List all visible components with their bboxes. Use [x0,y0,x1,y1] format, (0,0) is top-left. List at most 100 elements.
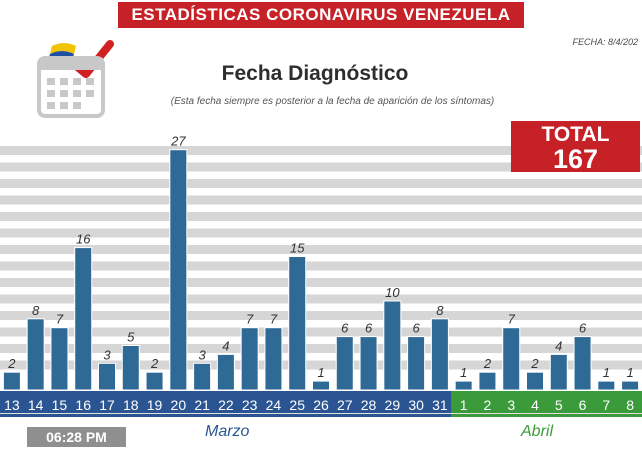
bar-20 [169,149,188,391]
tick-label-2: 2 [484,397,492,413]
tick-label-30: 30 [408,397,424,413]
grid-stripe [0,228,642,238]
data-label-30: 6 [412,321,420,336]
data-label-2: 2 [483,356,492,371]
axis-separator [0,413,642,414]
chart-title: Fecha Diagnóstico [221,62,409,85]
grid-stripe [0,360,642,370]
bar-30 [407,336,426,391]
grid-stripe [0,162,642,172]
data-label-16: 16 [76,232,91,247]
data-label-14: 8 [32,303,40,318]
month-label-april: Abril [521,423,554,440]
tick-label-24: 24 [266,397,282,413]
bar-7 [597,380,616,391]
bar-16 [74,247,93,391]
grid-stripe [0,311,642,320]
bar-29 [383,300,402,391]
grid-stripe [0,344,642,353]
data-label-6: 6 [579,321,587,336]
bar-27 [335,336,354,391]
bar-2 [478,371,497,391]
axis-band-abril [451,391,642,417]
bar-19 [145,371,164,391]
bar-23 [240,327,259,391]
tick-label-23: 23 [242,397,258,413]
month-label-march: Marzo [205,423,250,440]
grid-stripe [0,245,642,254]
bar-18 [121,345,140,391]
bar-22 [216,353,235,391]
axis-band-marzo [0,391,452,417]
date-label: FECHA: 8/4/202 [572,37,638,47]
data-label-15: 7 [56,312,64,327]
tick-label-15: 15 [52,397,68,413]
data-label-18: 5 [127,330,135,345]
data-label-13: 2 [7,356,16,371]
bar-14 [26,318,45,391]
chart-subtitle: (Esta fecha siempre es posterior a la fe… [170,96,495,107]
bar-15 [50,327,69,391]
grid-stripe [0,278,642,287]
tick-label-22: 22 [218,397,234,413]
total-label: TOTAL [541,123,610,146]
data-label-5: 4 [555,338,562,353]
tick-label-17: 17 [99,397,115,413]
data-label-22: 4 [222,338,229,353]
tick-label-18: 18 [123,397,139,413]
bar-28 [359,336,378,391]
data-label-3: 7 [508,312,516,327]
total-value: 167 [552,144,599,174]
tick-label-16: 16 [75,397,91,413]
data-label-7: 1 [603,365,610,380]
bar-17 [98,362,116,391]
bar-8 [621,380,640,391]
bar-4 [526,371,544,391]
data-label-24: 7 [270,312,278,327]
tick-label-31: 31 [432,397,448,413]
header-banner: ESTADÍSTICAS CORONAVIRUS VENEZUELA [118,2,524,28]
clock-badge: 06:28 PM [27,427,126,447]
tick-label-6: 6 [579,397,587,413]
tick-label-13: 13 [4,397,20,413]
tick-label-29: 29 [385,397,401,413]
tick-label-25: 25 [289,397,305,413]
tick-label-20: 20 [171,397,187,413]
data-label-19: 2 [150,356,159,371]
grid-stripe [0,261,642,271]
grid-stripe [0,212,642,221]
data-label-20: 27 [170,134,186,149]
data-label-25: 15 [290,241,305,256]
tick-label-28: 28 [361,397,377,413]
bar-26 [312,380,330,391]
bar-3 [502,327,521,391]
data-label-26: 1 [317,365,324,380]
tick-label-4: 4 [531,397,539,413]
tick-label-8: 8 [626,397,634,413]
data-label-29: 10 [385,285,400,300]
tick-label-7: 7 [602,397,610,413]
grid-stripe [0,195,642,205]
tick-label-14: 14 [28,397,44,413]
calendar-icon [37,40,114,118]
bar-31 [430,318,449,391]
grid-stripe [0,294,642,304]
tick-label-3: 3 [507,397,515,413]
bar-25 [288,256,307,391]
tick-label-26: 26 [313,397,329,413]
total-badge: TOTAL 167 [511,121,640,174]
data-label-21: 3 [198,347,206,362]
data-label-27: 6 [341,321,349,336]
data-label-17: 3 [103,347,111,362]
grid-stripe [0,146,642,155]
bar-6 [573,336,592,391]
grid-stripe [0,327,642,337]
bar-13 [2,371,21,391]
data-label-23: 7 [246,312,254,327]
tick-label-21: 21 [194,397,210,413]
tick-label-27: 27 [337,397,353,413]
data-label-4: 2 [530,356,539,371]
data-label-31: 8 [436,303,444,318]
tick-label-5: 5 [555,397,563,413]
